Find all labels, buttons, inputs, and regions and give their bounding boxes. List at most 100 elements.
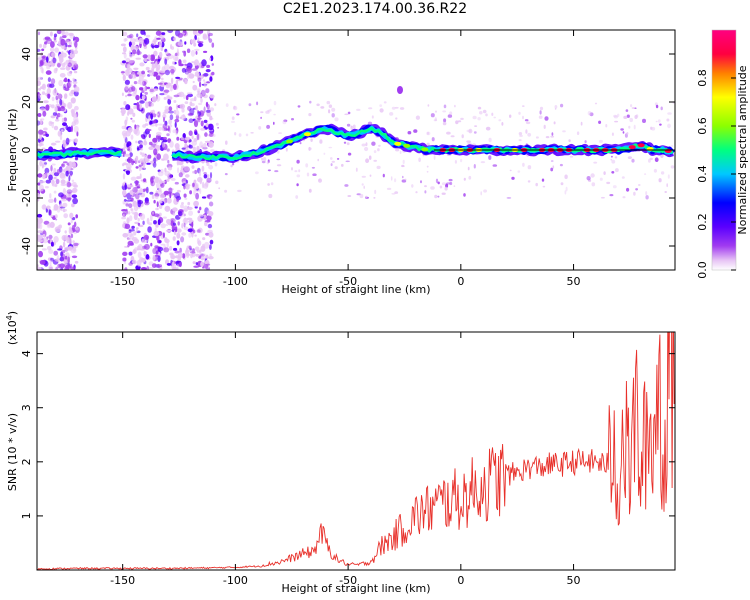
noise-speckle	[153, 119, 156, 124]
noise-speckle	[202, 146, 208, 150]
noise-speckle	[622, 131, 625, 134]
noise-speckle	[130, 208, 134, 212]
noise-speckle	[346, 123, 351, 127]
noise-speckle	[70, 108, 76, 114]
noise-speckle	[437, 181, 440, 185]
noise-speckle	[164, 58, 168, 65]
noise-speckle	[182, 78, 188, 81]
noise-speckle	[139, 167, 142, 172]
noise-speckle	[347, 195, 352, 197]
noise-speckle	[191, 61, 195, 64]
noise-speckle	[55, 178, 60, 185]
noise-speckle	[267, 183, 270, 186]
noise-speckle	[68, 92, 74, 97]
noise-speckle	[55, 140, 61, 143]
noise-speckle	[192, 84, 198, 91]
noise-speckle	[121, 92, 124, 97]
noise-speckle	[142, 54, 148, 59]
snr-ylabel: SNR (10 * v/v)	[6, 413, 19, 491]
noise-speckle	[170, 218, 176, 224]
noise-speckle	[134, 70, 138, 76]
noise-speckle	[62, 173, 66, 179]
x-tick-label: -50	[339, 574, 357, 587]
noise-speckle	[68, 41, 73, 46]
noise-speckle	[139, 87, 144, 91]
noise-speckle	[48, 265, 53, 270]
noise-speckle	[309, 100, 312, 104]
noise-speckle	[203, 241, 210, 249]
noise-speckle	[184, 41, 187, 45]
noise-speckle	[42, 173, 46, 180]
noise-speckle	[605, 124, 608, 128]
noise-speckle	[203, 119, 208, 124]
noise-speckle	[181, 107, 185, 113]
noise-speckle	[586, 176, 591, 181]
page-title: C2E1.2023.174.00.36.R22	[282, 1, 468, 17]
noise-speckle	[205, 232, 210, 236]
noise-speckle	[185, 174, 190, 178]
y-tick-label: 40	[20, 47, 33, 61]
noise-speckle	[621, 176, 625, 179]
noise-speckle	[625, 109, 629, 112]
noise-speckle	[74, 105, 79, 111]
noise-speckle	[58, 41, 61, 46]
noise-speckle	[437, 195, 440, 198]
noise-speckle	[379, 104, 383, 107]
noise-speckle	[638, 184, 641, 186]
noise-speckle	[617, 113, 620, 118]
noise-speckle	[614, 120, 619, 123]
noise-speckle	[127, 184, 134, 188]
noise-speckle	[172, 54, 179, 61]
noise-speckle	[365, 195, 368, 198]
noise-speckle	[197, 210, 201, 214]
noise-speckle	[666, 183, 668, 188]
noise-speckle	[397, 86, 403, 94]
snr-xlabel: Height of straight line (km)	[281, 582, 430, 595]
noise-speckle	[248, 103, 252, 107]
noise-speckle	[564, 190, 567, 195]
noise-speckle	[125, 170, 130, 174]
noise-speckle	[155, 30, 162, 36]
noise-speckle	[204, 132, 208, 137]
noise-speckle	[149, 160, 154, 164]
noise-speckle	[168, 106, 173, 112]
noise-speckle	[131, 158, 134, 166]
noise-speckle	[127, 111, 130, 116]
noise-speckle	[598, 120, 602, 125]
noise-speckle	[41, 91, 46, 95]
noise-speckle	[45, 104, 50, 111]
noise-speckle	[593, 161, 598, 164]
noise-speckle	[142, 188, 149, 191]
noise-speckle	[61, 249, 66, 254]
noise-speckle	[527, 180, 531, 183]
noise-speckle	[152, 137, 158, 143]
noise-speckle	[482, 109, 487, 114]
noise-speckle	[136, 33, 139, 38]
noise-speckle	[245, 133, 249, 137]
noise-speckle	[165, 83, 171, 89]
noise-speckle	[236, 113, 240, 116]
noise-speckle	[168, 118, 172, 125]
noise-speckle	[371, 141, 376, 146]
noise-speckle	[177, 167, 180, 174]
colorbar-tick-label: 0.2	[696, 213, 709, 231]
noise-speckle	[122, 189, 127, 196]
noise-speckle	[194, 64, 199, 70]
noise-speckle	[50, 41, 55, 48]
colorbar-frame	[711, 29, 737, 271]
noise-speckle	[509, 114, 512, 118]
noise-speckle	[265, 110, 270, 114]
noise-speckle	[136, 185, 141, 189]
noise-speckle	[123, 142, 127, 149]
noise-speckle	[181, 232, 187, 236]
noise-speckle	[122, 251, 128, 256]
noise-speckle	[73, 242, 79, 247]
noise-speckle	[133, 81, 138, 85]
noise-speckle	[391, 106, 396, 110]
noise-speckle	[39, 133, 42, 140]
noise-speckle	[132, 49, 137, 55]
noise-speckle	[122, 223, 125, 228]
noise-speckle	[576, 131, 580, 135]
noise-speckle	[660, 106, 663, 111]
noise-speckle	[143, 32, 147, 36]
